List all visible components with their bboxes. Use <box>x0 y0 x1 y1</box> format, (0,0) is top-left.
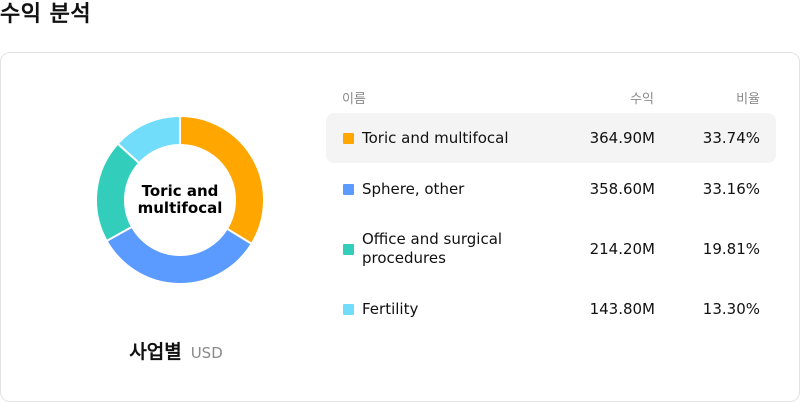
donut-slice-fertility[interactable] <box>116 115 181 165</box>
table-row[interactable]: Fertility 143.80M 13.30% <box>326 284 776 334</box>
legend-swatch <box>343 303 354 315</box>
row-revenue: 358.60M <box>589 180 655 198</box>
row-revenue: 214.20M <box>589 240 655 258</box>
table-header: 이름 수익 비율 <box>326 83 776 113</box>
donut-slice-toric-and-multifocal[interactable] <box>179 115 265 246</box>
header-revenue: 수익 <box>630 92 654 107</box>
revenue-table: 이름 수익 비율 Toric and multifocal 364.90M 33… <box>326 83 776 334</box>
legend-swatch <box>343 132 354 144</box>
chart-caption: 사업별 USD <box>1 337 351 364</box>
revenue-analysis-card: Toric and multifocal 사업별 USD 이름 수익 비율 To… <box>0 52 800 402</box>
table-row[interactable]: Office and surgical procedures 214.20M 1… <box>326 214 776 284</box>
row-share: 33.74% <box>702 129 760 147</box>
row-share: 33.16% <box>702 180 760 198</box>
row-share: 13.30% <box>702 300 760 318</box>
donut-svg <box>95 115 265 285</box>
legend-swatch <box>343 243 354 255</box>
header-name: 이름 <box>342 92 366 107</box>
page-title: 수익 분석 <box>0 2 92 27</box>
row-share: 19.81% <box>702 240 760 258</box>
row-name: Office and surgical procedures <box>362 230 503 267</box>
row-name: Sphere, other <box>362 179 465 198</box>
donut-center-label: Toric and multifocal <box>137 182 223 217</box>
donut-chart[interactable]: Toric and multifocal <box>95 115 265 285</box>
header-share: 비율 <box>736 92 760 107</box>
currency-unit: USD <box>190 344 223 362</box>
segment-label: 사업별 <box>129 341 182 363</box>
table-row[interactable]: Toric and multifocal 364.90M 33.74% <box>326 113 776 163</box>
table-row[interactable]: Sphere, other 358.60M 33.16% <box>326 164 776 214</box>
row-name: Toric and multifocal <box>362 128 509 147</box>
row-revenue: 364.90M <box>589 129 655 147</box>
row-name: Fertility <box>362 299 419 318</box>
row-revenue: 143.80M <box>589 300 655 318</box>
legend-swatch <box>343 183 354 195</box>
